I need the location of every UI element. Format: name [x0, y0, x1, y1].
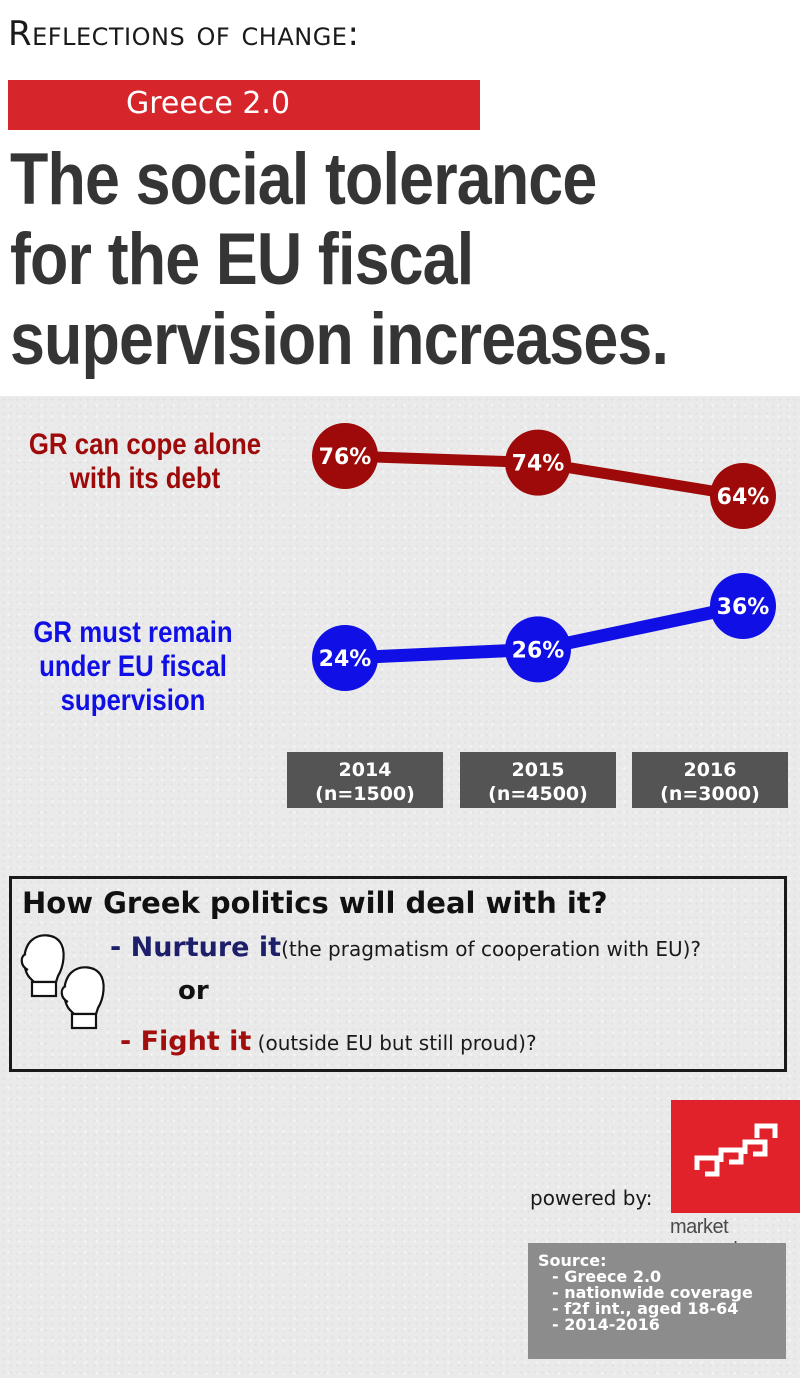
- series-label-cope-alone: GR can cope alone with its debt: [20, 428, 269, 496]
- kicker-title: Reflections of change:: [8, 14, 360, 54]
- question-box: [9, 876, 787, 1072]
- headline-line: for the EU fiscal: [10, 219, 474, 300]
- option-fight-key: - Fight it: [120, 1026, 252, 1057]
- question-title: How Greek politics will deal with it?: [22, 886, 608, 920]
- data-point: [710, 463, 776, 529]
- boxing-gloves-icon: [20, 934, 105, 1030]
- year-box-2014: 2014 (n=1500): [287, 752, 443, 808]
- headline-line: The social tolerance: [10, 139, 597, 220]
- option-nurture-note: (the pragmatism of cooperation with EU)?: [281, 937, 702, 961]
- gpo-logo-icon: [671, 1100, 800, 1213]
- option-fight-note: (outside EU but still proud)?: [251, 1031, 537, 1055]
- sample-size-label: (n=3000): [660, 783, 760, 805]
- or-label: or: [178, 976, 209, 1006]
- sample-size-label: (n=1500): [315, 783, 415, 805]
- data-point: [312, 423, 378, 489]
- source-line: - nationwide coverage: [552, 1283, 753, 1302]
- headline-line: supervision increases.: [10, 299, 669, 380]
- option-fight: - Fight it (outside EU but still proud)?: [120, 1026, 537, 1057]
- data-label: 76%: [319, 445, 372, 470]
- series-label-line: GR must remain: [33, 616, 233, 649]
- line-chart: 76% 74% 64% 24% 26% 36%: [312, 423, 776, 691]
- option-nurture: - Nurture it(the pragmatism of cooperati…: [110, 932, 701, 963]
- source-line: - f2f int., aged 18-64: [552, 1299, 739, 1318]
- data-label: 26%: [512, 638, 565, 663]
- series-label-line: GR can cope alone: [28, 428, 262, 461]
- headline: The social tolerance for the EU fiscal s…: [10, 140, 689, 380]
- data-point: [505, 429, 571, 496]
- data-point: [312, 625, 378, 691]
- sample-size-label: (n=4500): [488, 783, 588, 805]
- powered-by-label: powered by:: [530, 1186, 653, 1210]
- source-box: Source: - Greece 2.0 - nationwide covera…: [528, 1243, 786, 1359]
- data-point: [710, 573, 776, 639]
- series-label-line: with its debt: [69, 462, 221, 495]
- series-badge: Greece 2.0: [8, 80, 480, 130]
- logo-mark: [694, 1123, 778, 1177]
- data-label: 24%: [319, 647, 372, 672]
- source-title: Source:: [538, 1251, 607, 1270]
- source-line: - Greece 2.0: [552, 1267, 662, 1286]
- source-line: - 2014-2016: [552, 1315, 660, 1334]
- year-box-2016: 2016 (n=3000): [632, 752, 788, 808]
- option-nurture-key: - Nurture it: [110, 932, 282, 963]
- year-label: 2015: [511, 759, 565, 781]
- content-panel: [0, 396, 800, 1378]
- series-label-line: under EU fiscal: [39, 650, 227, 683]
- year-label: 2016: [683, 759, 737, 781]
- data-label: 74%: [512, 452, 565, 477]
- badge-label: Greece 2.0: [126, 86, 291, 121]
- data-label: 64%: [717, 485, 770, 510]
- data-label: 36%: [717, 595, 770, 620]
- series-label-eu-supervision: GR must remain under EU fiscal supervisi…: [8, 616, 257, 718]
- series-label-line: supervision: [60, 684, 206, 717]
- year-box-2015: 2015 (n=4500): [460, 752, 616, 808]
- year-label: 2014: [338, 759, 392, 781]
- data-point: [505, 616, 571, 683]
